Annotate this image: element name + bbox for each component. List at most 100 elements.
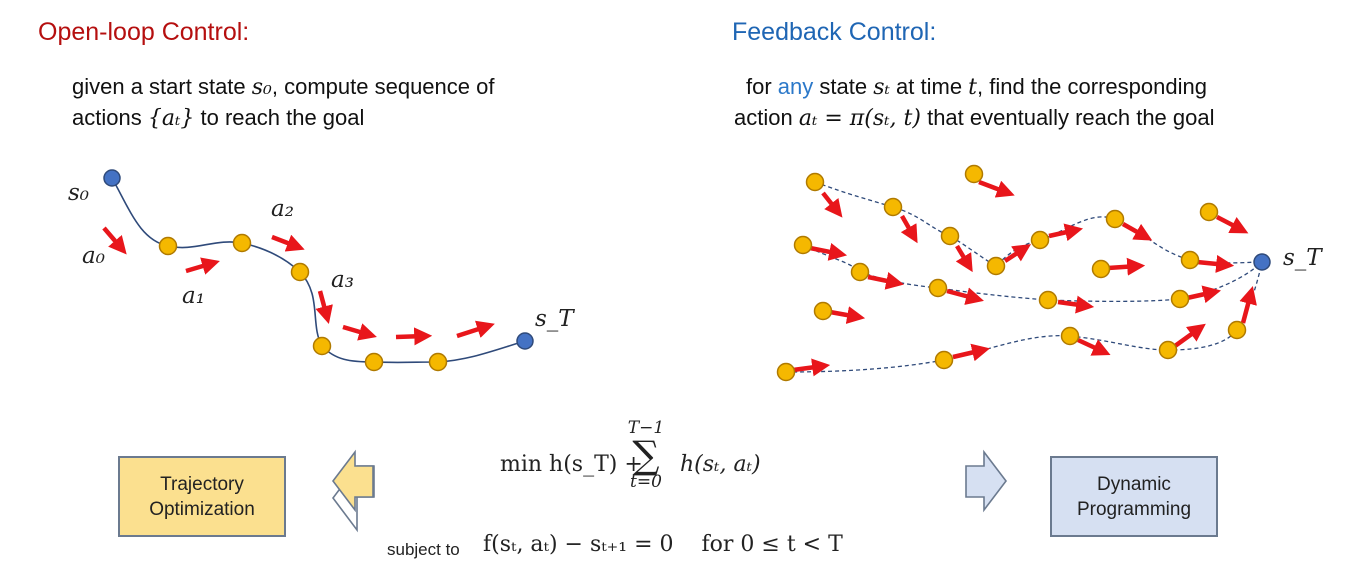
action-arrow — [829, 306, 866, 324]
desc-text: action — [734, 105, 799, 130]
state-node — [428, 352, 448, 372]
action-arrow — [952, 343, 991, 362]
action-arrow — [809, 243, 848, 261]
action-arrow — [1215, 215, 1249, 234]
box-line: Trajectory — [160, 473, 244, 495]
state-node — [813, 301, 833, 321]
action-arrow — [1077, 337, 1111, 356]
desc-policy: aₜ = π(sₜ, t) — [798, 106, 921, 131]
desc-text: that eventually reach the goal — [920, 105, 1215, 130]
state-node — [290, 262, 310, 282]
label-sT-right: s_T — [1283, 245, 1322, 271]
desc-s0: s₀ — [251, 75, 272, 100]
feedback-title: Feedback Control: — [732, 18, 937, 46]
box-line: Programming — [1076, 498, 1192, 520]
label-a2: a₂ — [271, 196, 294, 222]
action-arrow — [342, 323, 377, 341]
state-node — [793, 235, 813, 255]
feedback-states — [776, 164, 1247, 382]
label-a3: a₃ — [331, 267, 354, 293]
state-node — [1030, 230, 1050, 250]
state-node — [940, 226, 960, 246]
action-arrow — [867, 271, 905, 290]
desc-text: actions — [72, 105, 148, 130]
state-node — [1158, 340, 1178, 360]
state-node — [964, 164, 984, 184]
state-node — [1180, 250, 1200, 270]
trajectory-optimization-box: Trajectory Optimization — [118, 456, 286, 537]
action-arrow — [946, 287, 984, 305]
state-node — [1091, 259, 1111, 279]
state-node — [850, 262, 870, 282]
state-node — [776, 362, 796, 382]
action-arrow — [102, 226, 127, 255]
start-node — [103, 169, 121, 187]
state-node — [312, 336, 332, 356]
state-node — [1170, 289, 1190, 309]
desc-at: {aₜ} — [147, 106, 195, 131]
action-arrow — [1239, 286, 1257, 324]
left-block-arrow-fill — [331, 449, 374, 513]
objective: min h(s_T) + — [500, 452, 643, 477]
action-arrow — [395, 327, 433, 346]
subject-to-label: subject to — [387, 540, 460, 559]
desc-text: state — [813, 74, 874, 99]
action-arrow — [955, 244, 973, 273]
desc-text: , find the corresponding — [977, 74, 1207, 99]
goal-node — [516, 332, 534, 350]
desc-any: any — [777, 74, 814, 99]
label-a1: a₁ — [182, 283, 205, 309]
desc-text: at time — [889, 74, 969, 99]
action-arrow — [1107, 257, 1146, 276]
right-block-arrow — [965, 449, 1008, 513]
action-arrow — [900, 214, 918, 244]
label-a0: a₀ — [82, 243, 105, 269]
feedback-actions — [792, 179, 1257, 377]
action-arrow — [821, 191, 843, 218]
objective-min: min h(s_T) + — [500, 452, 643, 477]
state-node — [1038, 290, 1058, 310]
sum-symbol: ∑ — [632, 433, 660, 477]
desc-text: for — [746, 74, 778, 99]
state-node — [986, 256, 1006, 276]
open-loop-actions — [102, 226, 495, 346]
action-arrow — [315, 290, 333, 324]
state-node — [928, 278, 948, 298]
state-node — [1227, 320, 1247, 340]
action-arrow — [1173, 323, 1206, 348]
state-node — [364, 352, 384, 372]
state-node — [1060, 326, 1080, 346]
state-node — [1105, 209, 1125, 229]
action-arrow — [792, 358, 831, 377]
label-sT-left: s_T — [535, 306, 574, 332]
sum-upper-limit: T−1 — [627, 418, 665, 438]
action-arrow — [1186, 285, 1222, 304]
label-s0: s₀ — [68, 180, 90, 206]
state-node — [805, 172, 825, 192]
summation: T−1 ∑ t=0 — [618, 418, 674, 492]
action-arrow — [1057, 295, 1095, 314]
action-arrow — [456, 320, 495, 339]
open-loop-states — [103, 169, 534, 372]
action-arrow — [978, 179, 1015, 198]
desc-text: given a start state — [72, 74, 252, 99]
desc-text: to reach the goal — [194, 105, 365, 130]
box-line: Optimization — [149, 498, 255, 520]
state-node — [934, 350, 954, 370]
state-node — [232, 233, 252, 253]
objective-term: h(sₜ, aₜ) — [680, 452, 761, 477]
feedback-description: for any state sₜ at time t, find the cor… — [734, 72, 1215, 134]
action-arrow — [271, 234, 305, 252]
action-arrow — [1121, 222, 1153, 241]
sum-lower-limit: t=0 — [630, 472, 662, 492]
state-node — [1199, 202, 1219, 222]
box-line: Dynamic — [1097, 473, 1171, 495]
feedback-path — [785, 261, 1263, 373]
desc-st: sₜ — [873, 75, 890, 100]
desc-text: , compute sequence of — [271, 74, 495, 99]
action-arrow — [185, 257, 220, 275]
desc-t: t — [968, 75, 978, 100]
state-node — [158, 236, 178, 256]
state-node — [883, 197, 903, 217]
